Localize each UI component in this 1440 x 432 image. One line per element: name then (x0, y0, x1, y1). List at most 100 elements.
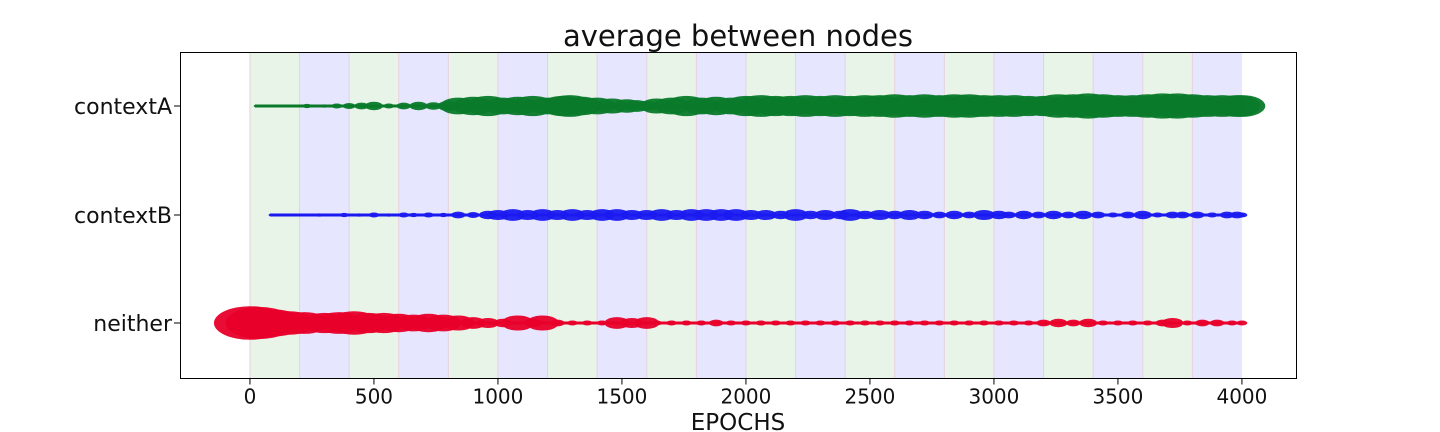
data-point (945, 210, 964, 220)
data-point (844, 320, 856, 326)
data-point (1112, 320, 1124, 326)
x-tick-label: 3500 (1092, 385, 1143, 409)
x-axis: 0 500 1000 1500 2000 2500 3000 3500 4000 (244, 378, 1267, 409)
data-point (409, 101, 428, 111)
data-point (1031, 211, 1046, 219)
data-point (292, 105, 297, 107)
data-point (1023, 320, 1035, 326)
data-point (451, 211, 466, 219)
x-tick-label: 3000 (968, 385, 1019, 409)
x-tick-label: 1500 (596, 385, 647, 409)
data-point (355, 213, 363, 217)
data-point (681, 320, 692, 326)
data-point (438, 212, 448, 218)
data-point (326, 213, 332, 217)
data-point (885, 210, 904, 220)
x-axis-label: EPOCHS (691, 410, 785, 432)
data-point (1165, 211, 1180, 219)
x-tick-label: 4000 (1216, 385, 1267, 409)
data-point (1190, 211, 1205, 219)
data-point (1133, 210, 1152, 220)
data-point (550, 319, 565, 327)
data-point (1218, 95, 1266, 117)
data-point (477, 317, 499, 329)
x-tick-label: 0 (244, 385, 257, 409)
data-point (315, 213, 323, 217)
data-point (354, 102, 369, 110)
data-point (785, 320, 796, 326)
data-point (725, 320, 737, 326)
data-point (889, 320, 901, 326)
data-point (801, 210, 820, 220)
data-point (898, 209, 921, 221)
series-contextB (268, 209, 1248, 221)
data-point (253, 105, 257, 107)
data-point (423, 212, 434, 218)
data-point (1061, 211, 1076, 219)
data-point (1008, 320, 1020, 326)
data-point (268, 214, 271, 216)
data-point (1036, 319, 1051, 327)
data-point (829, 320, 841, 326)
data-point (948, 320, 960, 326)
data-point (800, 320, 811, 326)
data-point (368, 212, 380, 218)
data-point (1107, 212, 1119, 218)
data-point (837, 209, 863, 221)
data-point (1074, 210, 1093, 220)
data-point (1181, 320, 1193, 326)
data-point (869, 209, 891, 221)
data-point (566, 320, 578, 326)
data-point (1142, 320, 1154, 326)
chart-title: average between nodes (563, 19, 913, 53)
data-point (273, 105, 277, 107)
data-point (1097, 320, 1109, 326)
data-point (501, 315, 534, 331)
y-tick-label: contextA (74, 95, 172, 120)
x-tick-label: 2500 (844, 385, 895, 409)
data-point (302, 103, 312, 109)
data-point (396, 102, 411, 110)
data-point (961, 211, 977, 219)
data-point (754, 209, 777, 221)
data-point (708, 319, 724, 327)
data-point (526, 315, 559, 331)
data-point (1152, 212, 1164, 218)
data-point (932, 211, 947, 219)
data-point (1195, 319, 1210, 327)
data-point (331, 103, 343, 109)
data-point (1090, 211, 1106, 219)
data-point (740, 320, 752, 326)
data-point (1066, 319, 1081, 327)
data-point (695, 320, 707, 326)
data-point (581, 320, 593, 326)
data-point (398, 212, 410, 218)
data-point (978, 320, 990, 326)
data-point (740, 209, 762, 221)
data-point (933, 320, 945, 326)
data-point (1236, 320, 1248, 326)
data-point (666, 320, 677, 326)
x-tick-label: 1000 (472, 385, 523, 409)
data-point (342, 103, 356, 109)
data-point (755, 320, 767, 326)
data-point (770, 320, 782, 326)
data-point (339, 212, 349, 218)
data-point (320, 104, 328, 108)
data-point (425, 102, 442, 110)
data-point (874, 320, 886, 326)
data-point (409, 212, 419, 218)
data-point (1079, 318, 1098, 328)
data-point (1044, 210, 1063, 220)
data-point (1219, 211, 1235, 219)
data-point (915, 210, 934, 220)
data-point (1120, 211, 1136, 219)
data-point (859, 320, 871, 326)
data-point (651, 320, 663, 326)
y-tick-labels: contextA contextB neither (74, 95, 181, 337)
data-point (634, 317, 660, 329)
x-tick-label: 500 (355, 385, 393, 409)
data-point (383, 103, 395, 109)
series-neither (213, 306, 1248, 340)
data-point (814, 320, 826, 326)
